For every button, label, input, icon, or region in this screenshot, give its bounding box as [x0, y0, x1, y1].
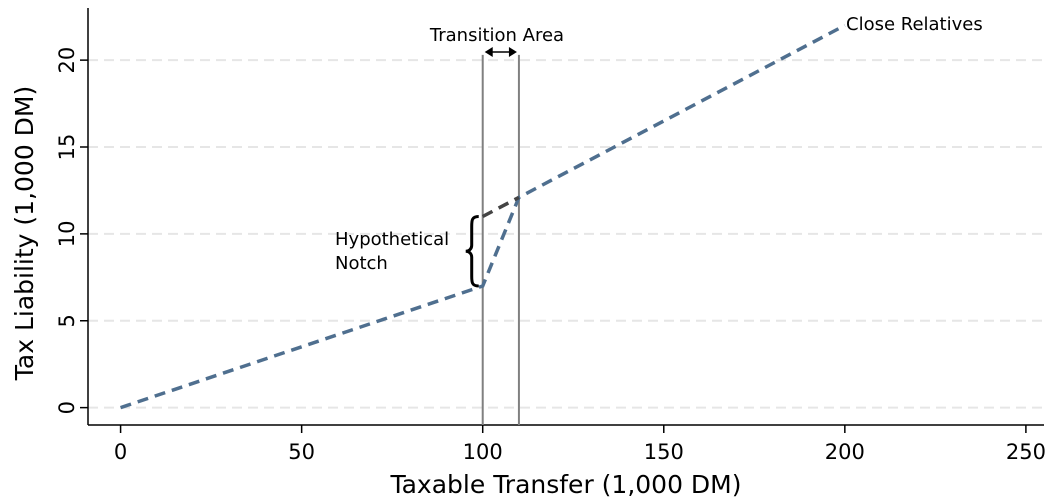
x-axis-title: Taxable Transfer (1,000 DM) — [389, 470, 741, 499]
series-line — [481, 195, 520, 219]
transition-lines — [481, 54, 520, 425]
notch-label-line2: Notch — [335, 253, 388, 274]
transition-arrow-right-head — [508, 47, 517, 57]
x-tick-label: 250 — [1006, 440, 1046, 464]
transition-area-label: Transition Area — [429, 25, 564, 46]
x-tick-label: 0 — [114, 440, 127, 464]
annotations: Transition Area Hypothetical Notch Close… — [335, 14, 983, 288]
x-tick-label: 200 — [825, 440, 865, 464]
y-tick-label: 0 — [55, 401, 79, 414]
y-tick-label: 5 — [55, 314, 79, 327]
series-line — [120, 23, 846, 410]
y-tick-label: 20 — [55, 47, 79, 74]
notch-brace — [465, 215, 479, 288]
y-axis-title: Tax Liability (1,000 DM) — [10, 86, 39, 381]
grid-lines — [88, 59, 1044, 409]
transition-arrow-left-head — [484, 47, 493, 57]
series-lines — [120, 23, 846, 410]
series-end-label: Close Relatives — [846, 14, 983, 35]
x-tick-label: 100 — [463, 440, 503, 464]
y-tick-label: 10 — [55, 221, 79, 248]
x-tick-label: 150 — [644, 440, 684, 464]
notch-label-line1: Hypothetical — [335, 229, 449, 250]
y-tick-label: 15 — [55, 134, 79, 161]
x-tick-label: 50 — [288, 440, 315, 464]
